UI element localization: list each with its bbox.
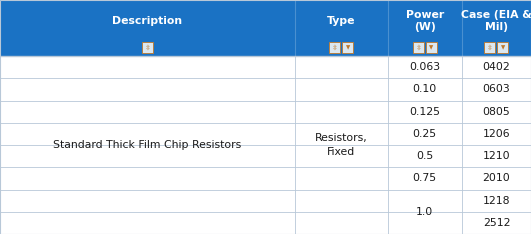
Text: 2512: 2512: [483, 218, 510, 228]
Text: ▼: ▼: [501, 45, 505, 50]
Text: Power
(W): Power (W): [406, 10, 444, 33]
Text: 0.5: 0.5: [416, 151, 433, 161]
Bar: [142, 42, 153, 53]
Text: 0402: 0402: [483, 62, 510, 72]
Text: 0.10: 0.10: [413, 84, 437, 94]
Text: ▼: ▼: [429, 45, 433, 50]
Text: Description: Description: [112, 16, 183, 26]
Text: Standard Thick Film Chip Resistors: Standard Thick Film Chip Resistors: [53, 140, 242, 150]
Text: 0603: 0603: [483, 84, 510, 94]
Text: 0.75: 0.75: [413, 173, 437, 183]
Bar: [0, 56, 531, 234]
Bar: [0, 0, 531, 56]
Text: ⇳: ⇳: [487, 44, 493, 51]
Text: ▼: ▼: [346, 45, 350, 50]
Text: 2010: 2010: [483, 173, 510, 183]
Bar: [413, 42, 424, 53]
Bar: [484, 42, 495, 53]
Text: 1210: 1210: [483, 151, 510, 161]
Text: 1206: 1206: [483, 129, 510, 139]
Bar: [342, 42, 353, 53]
Text: Type: Type: [327, 16, 355, 26]
Bar: [498, 42, 509, 53]
Text: 0.25: 0.25: [413, 129, 437, 139]
Text: 0.125: 0.125: [409, 107, 440, 117]
Text: ⇳: ⇳: [144, 44, 150, 51]
Bar: [426, 42, 437, 53]
Text: Resistors,
Fixed: Resistors, Fixed: [315, 133, 367, 157]
Text: 1.0: 1.0: [416, 207, 433, 217]
Text: 1218: 1218: [483, 196, 510, 206]
Text: ⇳: ⇳: [332, 44, 338, 51]
Text: ⇳: ⇳: [415, 44, 421, 51]
Text: Case (EIA &
Mil): Case (EIA & Mil): [461, 10, 531, 33]
Text: 0805: 0805: [483, 107, 510, 117]
Text: 0.063: 0.063: [409, 62, 440, 72]
Bar: [329, 42, 340, 53]
